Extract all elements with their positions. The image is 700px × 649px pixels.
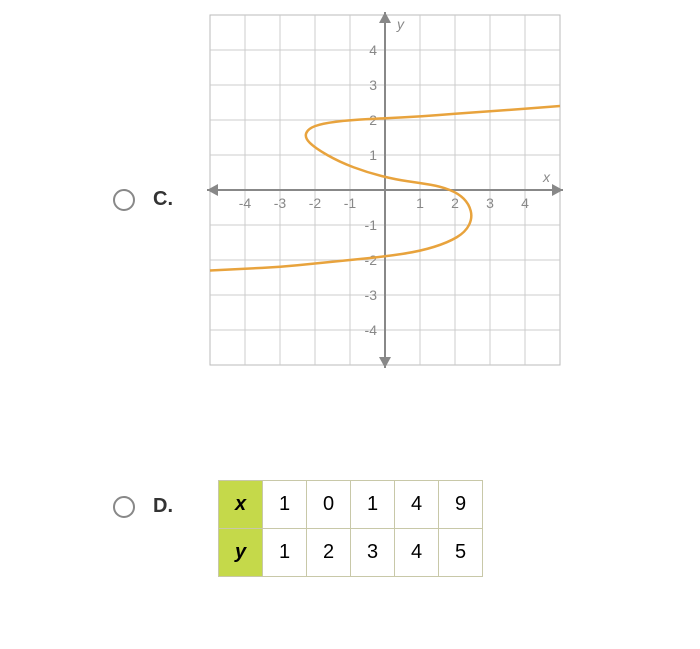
table-y-cell: 2 (307, 529, 351, 577)
radio-c[interactable] (113, 189, 135, 211)
svg-text:-4: -4 (365, 322, 378, 338)
svg-text:-4: -4 (239, 195, 252, 211)
svg-text:-2: -2 (365, 252, 378, 268)
svg-text:4: 4 (521, 195, 529, 211)
svg-text:1: 1 (416, 195, 424, 211)
coordinate-grid: -4-3-2-11234-4-3-2-11234yx (205, 10, 565, 390)
svg-text:4: 4 (369, 42, 377, 58)
option-d-label: D. (153, 495, 173, 518)
option-c-label: C. (153, 188, 173, 211)
svg-text:x: x (542, 169, 551, 185)
table-y-cell: 1 (263, 529, 307, 577)
svg-text:3: 3 (369, 77, 377, 93)
svg-text:-3: -3 (274, 195, 287, 211)
svg-text:-3: -3 (365, 287, 378, 303)
svg-text:1: 1 (369, 147, 377, 163)
svg-text:-1: -1 (365, 217, 378, 233)
table-x-cell: 1 (263, 481, 307, 529)
table-x-cell: 9 (439, 481, 483, 529)
svg-text:-1: -1 (344, 195, 357, 211)
chart-c: -4-3-2-11234-4-3-2-11234yx (205, 10, 565, 395)
svg-text:3: 3 (486, 195, 494, 211)
table-y-cell: 3 (351, 529, 395, 577)
svg-text:2: 2 (451, 195, 459, 211)
table-x-cell: 1 (351, 481, 395, 529)
table-y-cell: 4 (395, 529, 439, 577)
table-x-cell: 0 (307, 481, 351, 529)
svg-text:-2: -2 (309, 195, 322, 211)
table-x-header: x (219, 481, 263, 529)
table-d: x10149y12345 (218, 480, 483, 577)
table-y-header: y (219, 529, 263, 577)
svg-text:y: y (396, 16, 405, 32)
radio-d[interactable] (113, 496, 135, 518)
table-y-cell: 5 (439, 529, 483, 577)
table-x-cell: 4 (395, 481, 439, 529)
